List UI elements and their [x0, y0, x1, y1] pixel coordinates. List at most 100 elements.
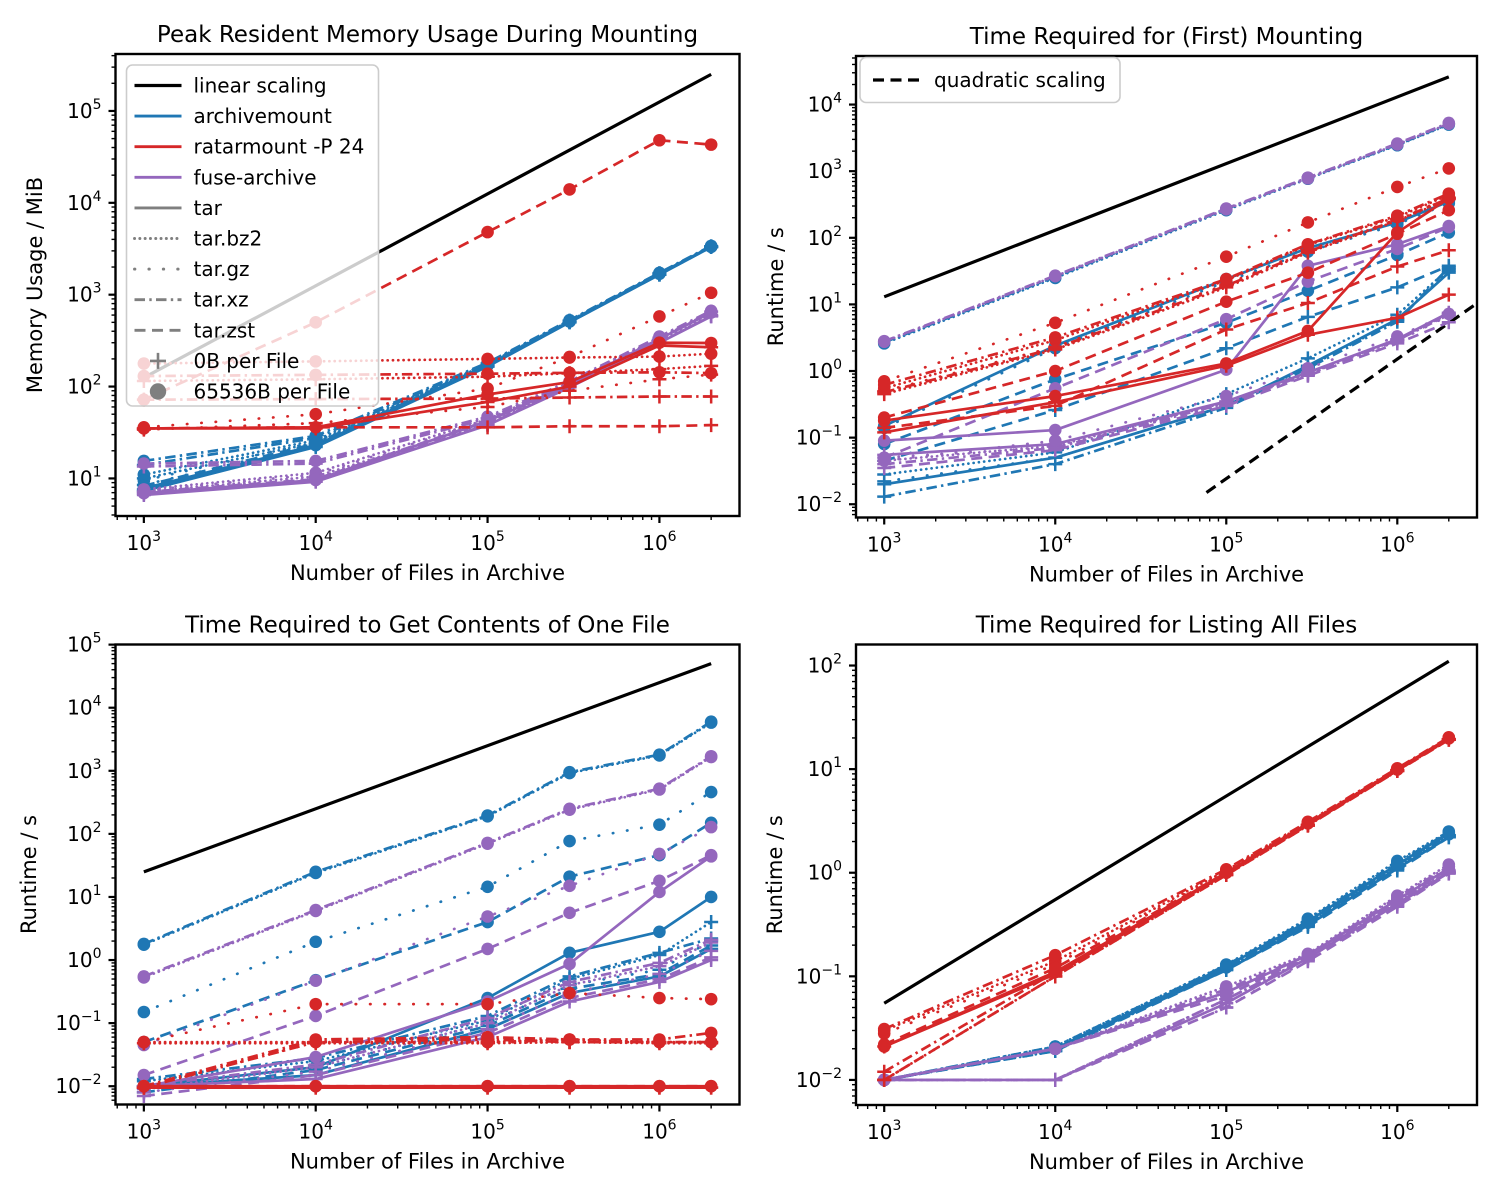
chart-first-mounting: 103 104 105 106 10−2 10−1 100 101 102 103 104 Time … [764, 24, 1479, 587]
series-archivemount-tar.xz-65536B per File [137, 715, 718, 951]
y-tick-label: 10−2 [55, 1072, 101, 1098]
marker-circle [653, 336, 666, 350]
marker-circle [309, 407, 323, 421]
x-axis-label: Number of Files in Archive [1029, 563, 1304, 587]
marker-circle [653, 847, 666, 861]
marker-plus [1390, 310, 1405, 325]
marker-circle [653, 310, 666, 323]
legend: linear scaling archivemount ratarmount -P … [125, 64, 380, 407]
marker-circle [481, 1079, 494, 1093]
marker-circle [1219, 250, 1233, 264]
marker-circle [1219, 961, 1233, 974]
marker-circle [1391, 895, 1404, 909]
marker-circle [309, 1009, 323, 1023]
marker-circle [309, 454, 323, 468]
x-tick-label: 105 [470, 1118, 504, 1144]
legend-label: archivemount [194, 104, 332, 128]
y-tick-label: 10−1 [796, 962, 842, 988]
marker-circle [309, 1079, 323, 1093]
marker-plus [652, 972, 667, 987]
marker-circle [481, 367, 494, 381]
marker-circle [481, 910, 494, 923]
marker-circle [563, 1033, 576, 1046]
marker-circle [1048, 948, 1062, 962]
x-tick-label: 103 [867, 531, 901, 557]
marker-circle [704, 715, 718, 728]
marker-circle [1391, 137, 1404, 150]
x-tick-label: 104 [299, 529, 333, 555]
legend-box [859, 56, 1121, 104]
marker-circle [704, 336, 718, 350]
legend-label: tar.xz [194, 288, 249, 312]
series-linear scaling [883, 659, 1450, 1005]
y-axis-label: Runtime / s [763, 815, 787, 934]
marker-circle [481, 836, 494, 850]
marker-plus [562, 974, 577, 989]
marker-circle [563, 183, 576, 196]
marker-circle [877, 1038, 891, 1051]
marker-circle [1442, 116, 1456, 130]
marker-circle [137, 1035, 151, 1049]
marker-circle [481, 997, 494, 1011]
axes-spines [114, 52, 741, 518]
legend-label: fuse-archive [194, 165, 317, 189]
marker-plus [877, 1072, 892, 1087]
series-ratarmount-tar.zst-65536B per File [877, 731, 1456, 1051]
marker-plus [877, 489, 892, 504]
series-listing-files [877, 659, 1456, 1087]
marker-circle [1301, 216, 1315, 229]
marker-circle [1442, 162, 1456, 175]
y-tick-label: 10−1 [796, 424, 842, 450]
y-tick-label: 101 [808, 290, 842, 316]
marker-circle [653, 1079, 666, 1093]
legend-marker-circle [149, 383, 167, 400]
marker-circle [1301, 361, 1315, 375]
x-tick-label: 105 [470, 529, 504, 555]
marker-plus [1390, 259, 1405, 274]
marker-circle [1219, 312, 1233, 326]
marker-circle [704, 890, 718, 904]
y-tick-label: 104 [67, 189, 101, 215]
marker-plus [1219, 341, 1234, 356]
marker-circle [1442, 731, 1456, 745]
marker-circle [481, 352, 494, 366]
legend-label: ratarmount -P 24 [194, 135, 365, 159]
marker-plus [704, 418, 719, 433]
series-linear scaling [883, 75, 1450, 299]
marker-circle [1301, 284, 1315, 298]
ticks-file-contents: 103 104 105 106 10−2 10−1 100 101 102 103 104 105 [55, 631, 712, 1144]
axes-spines [114, 643, 741, 1106]
marker-circle [877, 1022, 891, 1036]
series-archivemount-tar.zst-65536B per File [137, 240, 718, 493]
marker-circle [1391, 227, 1404, 241]
legend-label: 0B per File [194, 349, 300, 373]
marker-circle [877, 411, 891, 424]
x-tick-label: 106 [642, 1118, 676, 1144]
marker-circle [704, 306, 718, 319]
marker-circle [563, 879, 576, 893]
marker-circle [563, 957, 576, 971]
series-fuse-archive-tar.zst-65536B per File [877, 220, 1456, 464]
marker-circle [1301, 237, 1315, 251]
marker-circle [137, 970, 151, 983]
series-fuse-archive-tar.xz-65536B per File [137, 749, 718, 983]
marker-plus [1300, 295, 1315, 310]
chart-file-contents: 103 104 105 106 10−2 10−1 100 101 102 103 104 105 Ti… [17, 613, 741, 1174]
marker-circle [1391, 209, 1404, 222]
marker-circle [704, 1079, 718, 1093]
marker-plus [652, 419, 667, 434]
y-tick-label: 105 [67, 97, 101, 123]
marker-circle [563, 906, 576, 920]
marker-circle [704, 992, 718, 1006]
marker-circle [481, 809, 494, 822]
y-tick-label: 100 [808, 357, 842, 383]
marker-circle [1219, 866, 1233, 880]
legend-label: 65536B per File [194, 380, 351, 404]
marker-circle [563, 834, 576, 848]
marker-circle [1219, 295, 1233, 308]
y-tick-label: 102 [808, 224, 842, 250]
marker-circle [704, 240, 718, 254]
y-tick-label: 100 [808, 859, 842, 885]
series-fuse-archive-tar.xz-65536B per File [877, 116, 1456, 348]
